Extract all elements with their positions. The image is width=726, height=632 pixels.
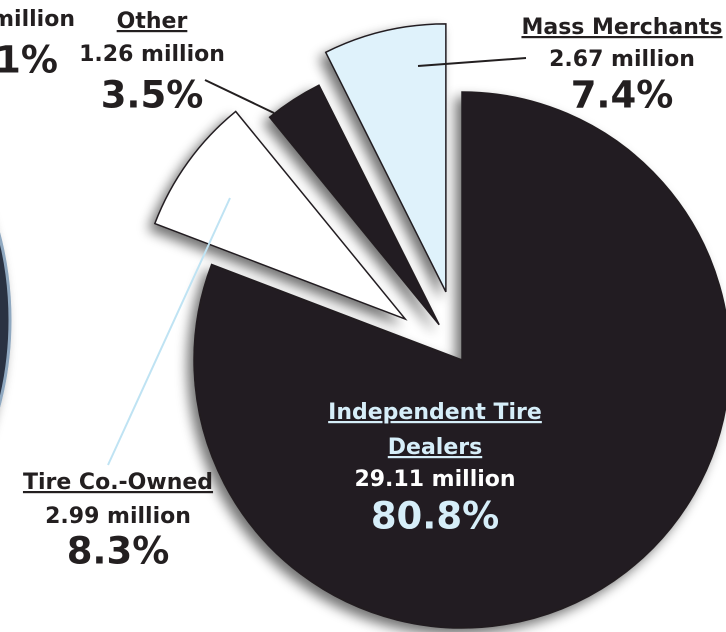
amount-label: 2.99 million xyxy=(45,504,191,529)
slices xyxy=(153,23,726,629)
slice-name: Mass Merchants xyxy=(521,15,722,40)
amount-label: 29.11 million xyxy=(354,467,515,492)
slice-name: Other xyxy=(117,9,188,34)
partial-pie xyxy=(0,232,12,408)
amount-label: 2.67 million xyxy=(549,47,695,72)
percent-label: 3.5% xyxy=(101,74,204,117)
slice-name: Independent Tire Dealers xyxy=(328,400,542,460)
neighbor-pie-edge xyxy=(0,232,12,408)
leader-line xyxy=(417,57,527,67)
pie-slice xyxy=(153,110,408,321)
percent-label: 8.3% xyxy=(67,530,170,573)
clipped-label: 1% xyxy=(0,39,58,82)
slice-name: Tire Co.-Owned xyxy=(23,470,213,495)
pie-slice xyxy=(268,84,440,326)
percent-label: 7.4% xyxy=(571,74,674,117)
pie-slice xyxy=(193,91,726,629)
pie-slice xyxy=(324,23,447,293)
amount-label: 1.26 million xyxy=(79,42,225,67)
labels: Independent Tire Dealers 29.11 million 80.8… xyxy=(23,9,723,573)
percent-label: 80.8% xyxy=(371,495,499,538)
clipped-label: million xyxy=(0,7,75,32)
leader-line xyxy=(204,79,275,114)
leader-line xyxy=(107,197,231,466)
